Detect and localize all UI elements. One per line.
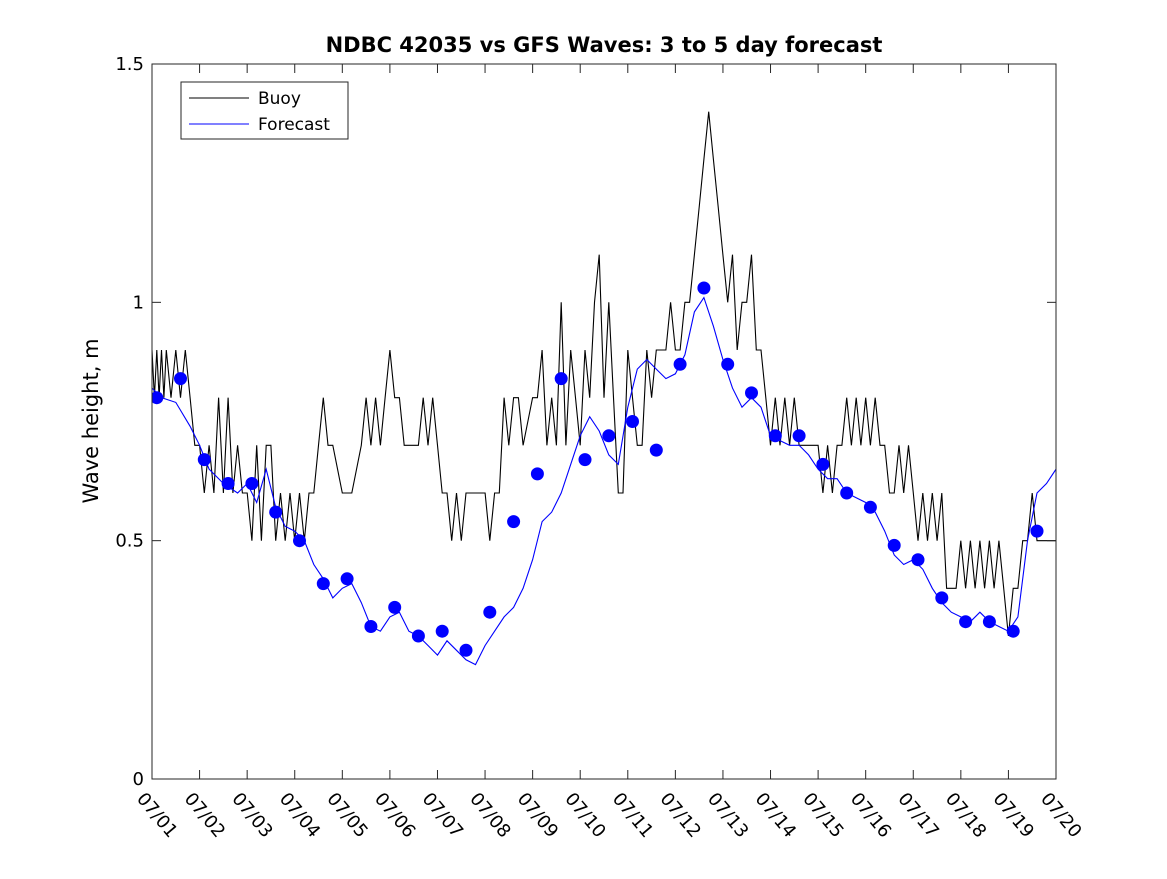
axes: 00.511.507/0107/0207/0307/0407/0507/0607… (115, 54, 1085, 842)
forecast-point-marker (673, 357, 687, 371)
forecast-point-marker (340, 572, 354, 586)
x-tick-label: 07/16 (846, 789, 895, 842)
series-line-forecast (152, 296, 1056, 666)
forecast-point-marker (792, 429, 806, 443)
forecast-point-marker (697, 281, 711, 295)
forecast-point-marker (1030, 524, 1044, 538)
forecast-point-marker (507, 515, 521, 529)
forecast-point-marker (316, 577, 330, 591)
x-tick-label: 07/11 (608, 789, 657, 842)
forecast-point-marker (269, 505, 283, 519)
y-tick-label: 0 (133, 769, 144, 790)
forecast-point-marker (388, 600, 402, 614)
forecast-point-marker (1006, 624, 1020, 638)
x-tick-label: 07/12 (656, 789, 705, 842)
x-tick-label: 07/15 (798, 789, 847, 842)
forecast-point-marker (649, 443, 663, 457)
legend-label-forecast: Forecast (258, 115, 330, 135)
forecast-point-marker (245, 477, 259, 490)
x-tick-label: 07/10 (560, 789, 609, 842)
x-tick-label: 07/09 (513, 789, 562, 842)
forecast-point-marker (197, 453, 211, 467)
forecast-point-marker (935, 591, 949, 605)
forecast-point-marker (578, 453, 592, 467)
x-tick-label: 07/20 (1036, 789, 1085, 842)
y-tick-label: 0.5 (115, 531, 144, 552)
chart-title: NDBC 42035 vs GFS Waves: 3 to 5 day fore… (326, 33, 883, 57)
x-tick-label: 07/13 (703, 789, 752, 842)
legend-label-buoy: Buoy (258, 89, 301, 109)
forecast-point-marker (768, 429, 782, 443)
forecast-point-marker (982, 615, 996, 629)
x-tick-label: 07/04 (275, 789, 324, 842)
forecast-point-marker (745, 386, 758, 400)
forecast-point-marker (816, 457, 830, 471)
forecast-point-marker (602, 429, 616, 443)
x-tick-label: 07/05 (322, 789, 371, 842)
x-tick-label: 07/19 (989, 789, 1038, 842)
legend: Buoy Forecast (180, 81, 349, 140)
forecast-point-marker (221, 477, 235, 490)
forecast-point-marker (411, 629, 425, 643)
forecast-point-marker (554, 372, 568, 386)
forecast-point-marker (626, 415, 639, 428)
x-tick-label: 07/02 (180, 789, 229, 842)
forecast-point-marker (887, 538, 901, 552)
y-tick-label: 1 (133, 292, 144, 313)
x-tick-label: 07/18 (941, 789, 990, 842)
forecast-point-marker (840, 486, 854, 500)
forecast-point-marker (530, 467, 544, 481)
forecast-point-marker (435, 624, 449, 638)
y-axis-label: Wave height, m (79, 338, 103, 503)
forecast-point-marker (152, 391, 164, 405)
forecast-point-marker (721, 357, 735, 371)
axes-box (151, 63, 1057, 780)
forecast-point-marker (459, 643, 473, 657)
x-tick-label: 07/17 (893, 789, 942, 842)
x-tick-label: 07/07 (418, 789, 467, 842)
x-tick-label: 07/03 (227, 789, 276, 842)
forecast-point-marker (364, 620, 378, 633)
forecast-point-marker (959, 615, 973, 629)
x-tick-label: 07/01 (132, 789, 181, 842)
x-tick-label: 07/08 (465, 789, 514, 842)
forecast-point-marker (174, 372, 187, 386)
forecast-point-marker (911, 553, 925, 567)
forecast-point-marker (483, 605, 497, 619)
y-tick-label: 1.5 (115, 54, 144, 75)
forecast-point-marker (863, 500, 877, 514)
series-line-buoy (152, 111, 1056, 637)
plot-area (152, 111, 1056, 666)
forecast-point-marker (293, 534, 306, 548)
x-tick-label: 07/14 (751, 789, 800, 842)
legend-box (180, 81, 349, 140)
x-tick-label: 07/06 (370, 789, 419, 842)
